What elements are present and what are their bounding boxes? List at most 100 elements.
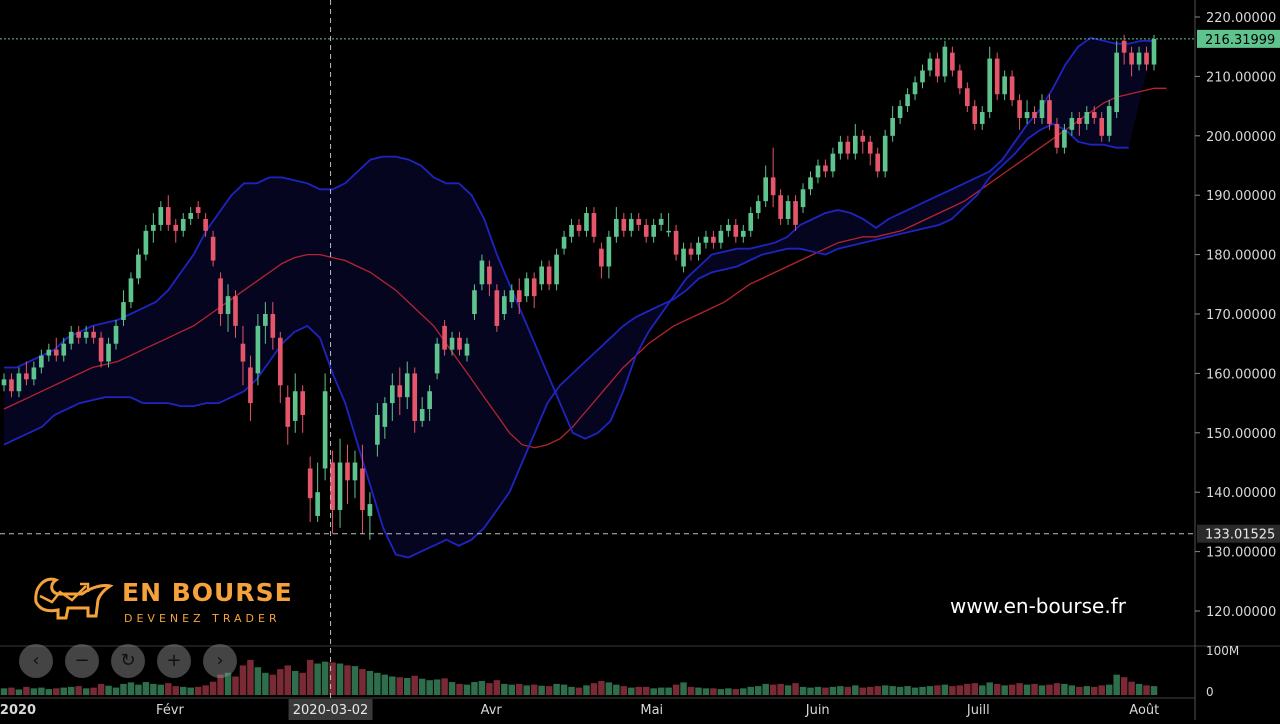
volume-bar	[426, 680, 433, 695]
volume-axis-min-label: 0	[1206, 685, 1214, 699]
y-tick-label: 210.00000	[1206, 70, 1276, 85]
logo-subtitle: DEVENEZ TRADER	[124, 612, 281, 625]
candle-body	[539, 266, 544, 285]
last-price-label: 216.31999	[1205, 33, 1275, 48]
volume-bar	[82, 688, 90, 695]
x-tick-label: 2020	[0, 703, 36, 718]
volume-bar	[1135, 683, 1143, 695]
volume-bar	[590, 683, 598, 695]
candle-body	[651, 224, 656, 237]
volume-bar	[919, 686, 926, 695]
candle-body	[778, 195, 783, 219]
candle-body	[942, 46, 948, 77]
candle-body	[867, 141, 873, 154]
candle-body	[128, 278, 134, 303]
volume-bar	[1016, 683, 1023, 695]
candle-body	[375, 414, 380, 445]
zoom-in-button[interactable]: +	[157, 644, 191, 678]
volume-bar	[90, 687, 97, 695]
volume-bar	[672, 684, 680, 695]
x-tick-label: Juill	[966, 703, 990, 718]
volume-bar	[687, 686, 695, 695]
volume-bar	[814, 686, 822, 695]
series-line-upper	[4, 36, 1154, 440]
candle-body	[352, 462, 358, 481]
candle-body	[531, 278, 537, 297]
volume-bar	[112, 687, 120, 695]
volume-bar	[1061, 683, 1068, 695]
volume-bar	[157, 684, 165, 695]
candle-body	[151, 224, 156, 231]
candle-body	[673, 230, 679, 255]
volume-bar	[501, 683, 508, 695]
volume-bar	[538, 685, 545, 695]
y-tick-label: 190.00000	[1206, 189, 1276, 204]
candle-body	[1099, 117, 1105, 136]
candle-body	[16, 373, 22, 392]
volume-bar	[292, 670, 299, 695]
candle-body	[875, 153, 881, 172]
volume-bar	[150, 683, 157, 695]
reset-button[interactable]: ↻	[111, 644, 145, 678]
candle-body	[68, 331, 74, 344]
volume-bar	[1105, 684, 1113, 695]
candle-body	[845, 141, 851, 154]
volume-bar	[456, 683, 463, 695]
candle-body	[136, 254, 141, 279]
zoom-out-button[interactable]: −	[65, 644, 99, 678]
candle-body	[696, 242, 701, 255]
candle-body	[1106, 106, 1112, 136]
candle-body	[203, 218, 208, 231]
volume-bar	[1091, 686, 1098, 695]
candle-body	[1024, 112, 1030, 118]
candle-body	[726, 224, 731, 231]
scroll-left-button[interactable]: ‹	[19, 644, 53, 678]
candle-body	[419, 409, 425, 421]
volume-bar	[127, 682, 135, 695]
candle-body	[838, 141, 843, 154]
volume-bar	[135, 684, 142, 695]
volume-bar	[321, 661, 329, 695]
scroll-right-button[interactable]: ›	[203, 644, 237, 678]
volume-bar	[381, 674, 389, 695]
volume-bar	[822, 687, 829, 695]
candle-body	[165, 207, 171, 225]
volume-bar	[986, 682, 993, 695]
volume-bar	[1053, 683, 1061, 695]
volume-bar	[553, 683, 560, 695]
volume-bar	[575, 687, 583, 695]
candle-body	[666, 230, 671, 233]
volume-axis-max-label: 100M	[1206, 644, 1239, 658]
volume-bar	[1046, 684, 1053, 695]
volume-bar	[979, 685, 986, 695]
candle-body	[337, 462, 343, 511]
volume-bar	[859, 687, 866, 695]
x-tick-label: Févr	[156, 703, 184, 718]
candle-body	[905, 94, 910, 107]
candle-body	[173, 224, 179, 231]
candle-body	[464, 343, 470, 356]
candle-body	[614, 218, 619, 237]
bull-logo-icon	[34, 577, 114, 620]
candle-body	[1151, 38, 1157, 65]
volume-bar	[1120, 677, 1128, 695]
volume-bar	[874, 686, 881, 695]
candle-body	[449, 337, 455, 350]
volume-bar	[620, 686, 628, 695]
candle-body	[457, 337, 462, 350]
volume-bar	[209, 681, 217, 695]
candle-body	[890, 117, 895, 136]
candle-body	[1091, 112, 1097, 118]
volume-bar	[1068, 685, 1076, 695]
volume-bar	[8, 687, 15, 695]
volume-bar	[202, 685, 209, 695]
candle-body	[442, 325, 447, 350]
candle-body	[1121, 40, 1127, 53]
volume-bar	[30, 688, 38, 695]
candle-body	[1032, 112, 1037, 118]
candle-body	[53, 349, 59, 356]
volume-bar	[262, 672, 269, 695]
candle-body	[434, 343, 440, 374]
